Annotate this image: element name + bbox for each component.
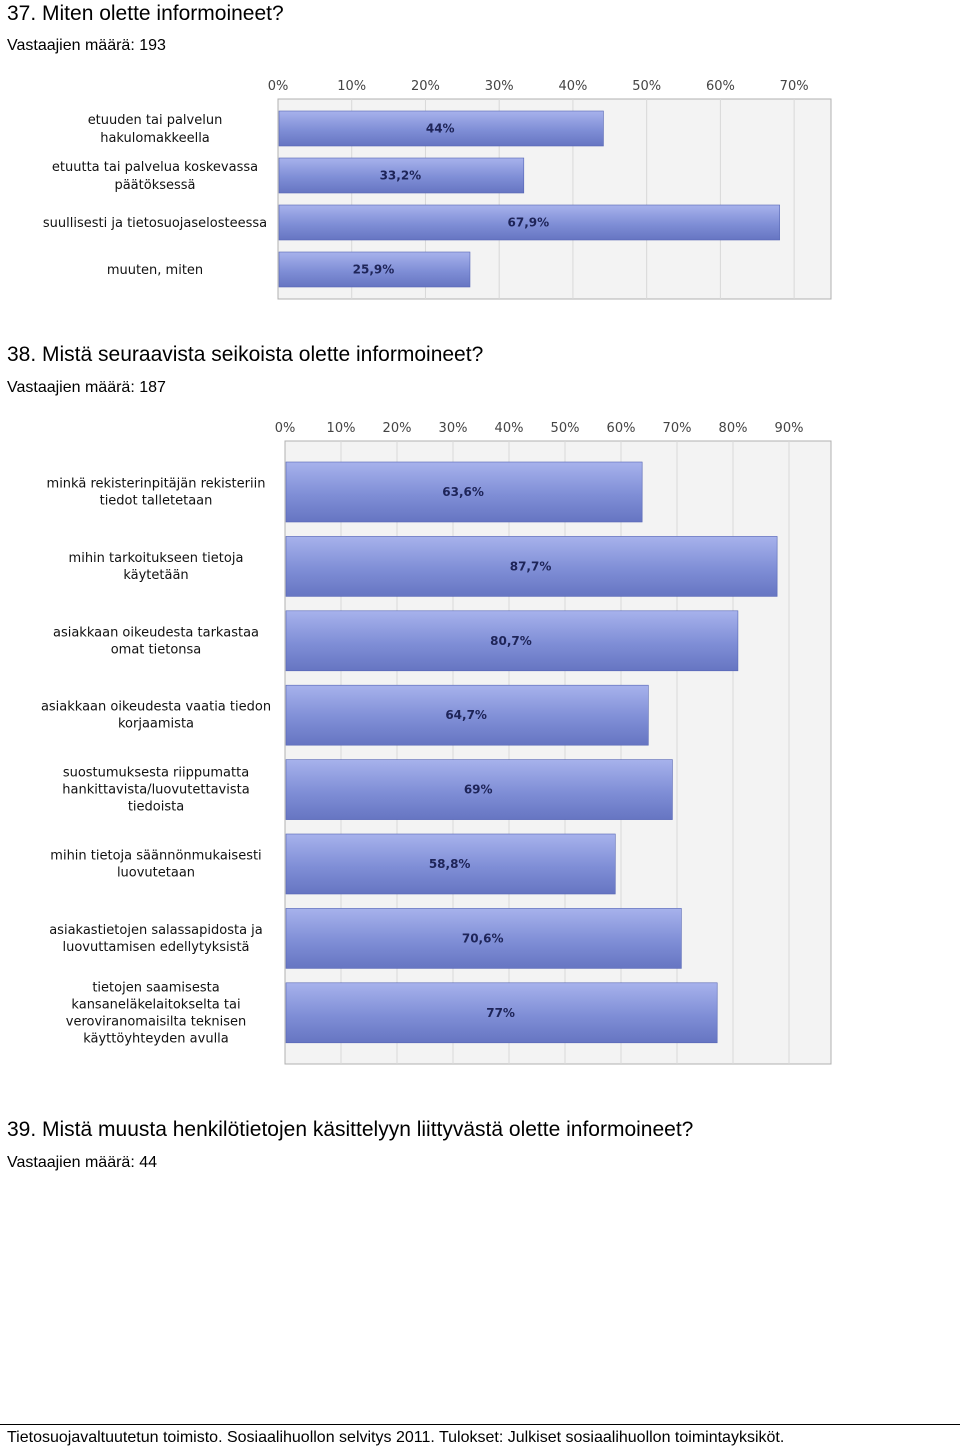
x-tick-label: 0% [275,421,296,436]
x-tick-label: 90% [775,421,804,436]
bar [278,204,780,241]
data-label: 87,7% [510,559,552,573]
category-label: asiakkaan oikeudesta vaatia tiedon korjaa… [41,700,271,732]
x-tick-label: 60% [706,79,735,94]
q38-respondent-count: Vastaajien määrä: 187 [7,379,166,396]
x-tick-label: 70% [780,79,809,94]
data-label: 69% [464,783,493,797]
x-tick-label: 0% [268,79,289,94]
x-tick-label: 50% [551,421,580,436]
data-label: 33,2% [380,169,422,183]
category-label: minkä rekisterinpitäjän rekisteriin tiedo… [47,477,266,509]
x-tick-label: 10% [337,79,366,94]
category-label: muuten, miten [107,263,203,278]
bar [285,461,643,523]
data-label: 44% [426,122,455,136]
data-label: 77% [486,1006,515,1020]
q39-title: 39. Mistä muusta henkilötietojen käsitte… [7,1118,694,1141]
bar [278,157,525,194]
q38-title: 38. Mistä seuraavista seikoista olette i… [7,343,484,366]
data-label: 58,8% [429,857,471,871]
category-label: asiakastietojen salassapidosta ja luovutt… [49,923,263,955]
x-tick-label: 40% [495,421,524,436]
q39-respondent-count: Vastaajien määrä: 44 [7,1154,158,1171]
footer-text: Tietosuojavaltuutetun toimisto. Sosiaali… [7,1429,785,1446]
bar [285,536,778,597]
q37-respondent-count: Vastaajien määrä: 193 [7,37,166,54]
bar [285,908,682,969]
footer-divider [0,1424,960,1425]
bar [278,110,604,147]
category-label: mihin tarkoitukseen tietoja käytetään [69,551,244,583]
category-label: etuuden tai palvelun hakulomakkeella [88,113,223,146]
x-tick-label: 30% [439,421,468,436]
x-tick-label: 80% [719,421,748,436]
x-tick-label: 10% [327,421,356,436]
x-tick-label: 50% [632,79,661,94]
bar [285,982,718,1044]
data-label: 25,9% [353,263,395,277]
category-label: etuutta tai palvelua koskevassa päätökses… [52,160,258,193]
x-tick-label: 30% [485,79,514,94]
plot-area [284,440,832,1065]
q38-bar-chart: 0% 10% 20% 30% 40% 50% 60% 70% 80% 90% 63,6% minkä … [41,421,832,1065]
x-tick-label: 40% [558,79,587,94]
category-label: tietojen saamisesta kansaneläkelaitokselt… [66,980,246,1046]
data-label: 70,6% [462,931,504,945]
bar [285,759,673,820]
data-label: 64,7% [445,708,487,722]
data-label: 80,7% [490,634,532,648]
data-label: 63,6% [442,485,484,499]
bar [278,251,471,288]
category-label: suostumuksesta riippumatta hankittavista/… [62,766,249,815]
category-label: asiakkaan oikeudesta tarkastaa omat tieto… [53,625,259,657]
bar [285,610,739,672]
q37-bar-chart: 0% 10% 20% 30% 40% 50% 60% 70% 44% etuuden tai pa… [43,79,832,300]
data-label: 67,9% [508,216,550,230]
category-label: suullisesti ja tietosuojaselosteessa [43,216,267,231]
bar [285,833,616,895]
x-tick-label: 20% [383,421,412,436]
bar [285,684,649,746]
x-tick-label: 20% [411,79,440,94]
x-tick-label: 70% [663,421,692,436]
x-tick-label: 60% [607,421,636,436]
category-label: mihin tietoja säännönmukaisesti luovuteta… [50,849,261,881]
q37-title: 37. Miten olette informoineet? [7,2,284,25]
